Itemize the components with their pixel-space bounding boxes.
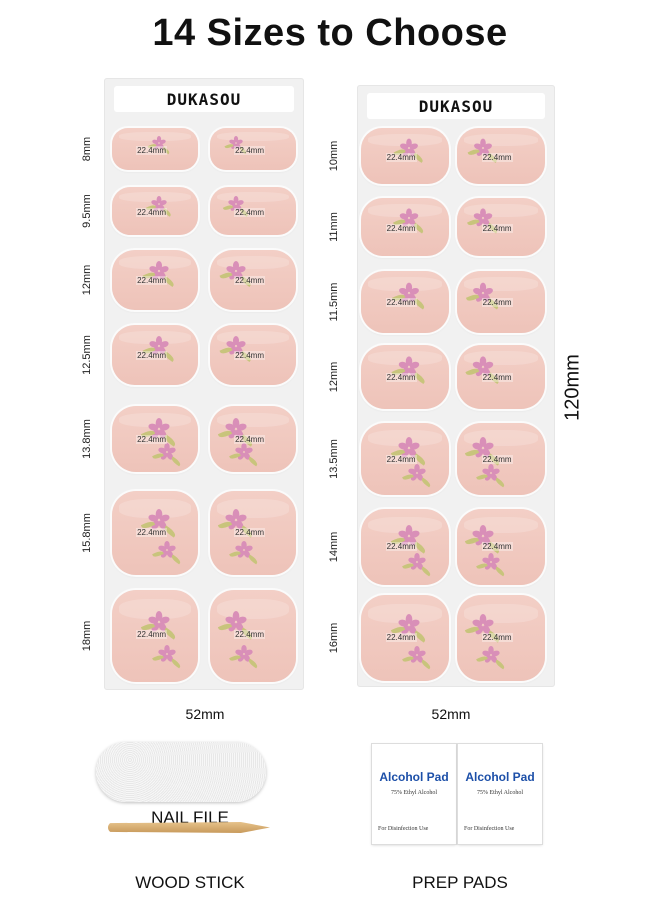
- nail-width-label: 22.4mm: [234, 351, 265, 361]
- nail-sheet-left: DUKASOU 8mm 22.4mm 22.4mm 9.5mm 22.4mm 22.4mm…: [81, 78, 304, 690]
- press-on-nail: 22.4mm: [210, 406, 296, 472]
- nail-width-label: 22.4mm: [234, 146, 265, 156]
- press-on-nail: 22.4mm: [112, 325, 198, 385]
- nail-width-label: 22.4mm: [136, 276, 167, 286]
- size-label: 11.5mm: [328, 282, 340, 322]
- nail-file-image: [96, 742, 266, 802]
- press-on-nail: 22.4mm: [361, 595, 449, 681]
- nail-sheet-right: DUKASOU 10mm 22.4mm 22.4mm 11mm 22.4mm 22.4mm…: [328, 85, 555, 687]
- press-on-nail: 22.4mm: [361, 345, 449, 409]
- nail-width-label: 22.4mm: [385, 542, 417, 552]
- size-label: 14mm: [328, 531, 340, 563]
- nail-width-label: 22.4mm: [234, 527, 265, 537]
- prep-pads-label: PREP PADS: [412, 873, 508, 892]
- pad-title: Alcohol Pad: [379, 770, 449, 784]
- nail-width-label: 22.4mm: [234, 435, 265, 445]
- nail-width-label: 22.4mm: [481, 373, 513, 383]
- size-label: 12.5mm: [81, 335, 93, 375]
- nail-width-label: 22.4mm: [136, 208, 167, 218]
- pad-title: Alcohol Pad: [465, 770, 535, 784]
- nail-width-label: 22.4mm: [385, 632, 417, 642]
- press-on-nail: 22.4mm: [457, 509, 545, 585]
- size-label: 18mm: [81, 620, 93, 652]
- pad-subtitle: 75% Ethyl Alcohol: [391, 790, 437, 796]
- nail-width-label: 22.4mm: [136, 527, 167, 537]
- press-on-nail: 22.4mm: [210, 128, 296, 170]
- press-on-nail: 22.4mm: [457, 345, 545, 409]
- brand-label: DUKASOU: [367, 93, 545, 119]
- alcohol-pad-2: Alcohol Pad 75% Ethyl Alcohol For Disinf…: [458, 744, 542, 844]
- nail-width-label: 22.4mm: [385, 298, 417, 308]
- alcohol-pad-1: Alcohol Pad 75% Ethyl Alcohol For Disinf…: [372, 744, 456, 844]
- nail-width-label: 22.4mm: [385, 152, 417, 162]
- pad-footer: For Disinfection Use: [464, 826, 515, 832]
- press-on-nail: 22.4mm: [112, 187, 198, 235]
- nail-width-label: 22.4mm: [481, 632, 513, 642]
- nail-width-label: 22.4mm: [136, 146, 167, 156]
- nail-file-label: NAIL FILE: [151, 808, 229, 827]
- press-on-nail: 22.4mm: [457, 595, 545, 681]
- nail-width-label: 22.4mm: [481, 223, 513, 233]
- press-on-nail: 22.4mm: [112, 250, 198, 310]
- press-on-nail: 22.4mm: [112, 406, 198, 472]
- press-on-nail: 22.4mm: [361, 509, 449, 585]
- nail-width-label: 22.4mm: [385, 454, 417, 464]
- size-label: 15.8mm: [81, 513, 93, 553]
- press-on-nail: 22.4mm: [112, 491, 198, 575]
- press-on-nail: 22.4mm: [210, 250, 296, 310]
- press-on-nail: 22.4mm: [361, 271, 449, 333]
- size-label: 11mm: [328, 212, 340, 242]
- nail-width-label: 22.4mm: [481, 298, 513, 308]
- height-label: 120mm: [561, 354, 584, 421]
- press-on-nail: 22.4mm: [361, 423, 449, 495]
- wood-stick-label: WOOD STICK: [135, 873, 245, 892]
- nail-width-label: 22.4mm: [481, 542, 513, 552]
- press-on-nail: 22.4mm: [210, 325, 296, 385]
- nail-width-label: 22.4mm: [234, 208, 265, 218]
- nail-width-label: 22.4mm: [385, 223, 417, 233]
- brand-label: DUKASOU: [114, 86, 294, 112]
- nail-width-label: 22.4mm: [385, 373, 417, 383]
- nail-width-label: 22.4mm: [136, 351, 167, 361]
- nail-width-label: 22.4mm: [234, 630, 265, 640]
- press-on-nail: 22.4mm: [457, 423, 545, 495]
- size-label: 9.5mm: [81, 194, 93, 228]
- nail-width-label: 22.4mm: [136, 435, 167, 445]
- press-on-nail: 22.4mm: [210, 590, 296, 682]
- press-on-nail: 22.4mm: [361, 128, 449, 184]
- wood-stick-image: [108, 822, 270, 833]
- press-on-nail: 22.4mm: [361, 198, 449, 256]
- nail-width-label: 22.4mm: [136, 630, 167, 640]
- page-title: 14 Sizes to Choose: [152, 12, 508, 54]
- size-label: 13.5mm: [328, 439, 340, 479]
- size-label: 8mm: [81, 136, 93, 162]
- size-label: 13.8mm: [81, 419, 93, 459]
- width-label-right: 52mm: [431, 706, 471, 722]
- press-on-nail: 22.4mm: [457, 198, 545, 256]
- press-on-nail: 22.4mm: [112, 128, 198, 170]
- press-on-nail: 22.4mm: [210, 491, 296, 575]
- size-label: 10mm: [328, 140, 340, 172]
- nail-width-label: 22.4mm: [234, 276, 265, 286]
- press-on-nail: 22.4mm: [112, 590, 198, 682]
- nail-width-label: 22.4mm: [481, 454, 513, 464]
- size-label: 16mm: [328, 622, 340, 654]
- press-on-nail: 22.4mm: [457, 128, 545, 184]
- width-label-left: 52mm: [185, 706, 225, 722]
- nail-width-label: 22.4mm: [481, 152, 513, 162]
- press-on-nail: 22.4mm: [457, 271, 545, 333]
- size-label: 12mm: [328, 361, 340, 393]
- press-on-nail: 22.4mm: [210, 187, 296, 235]
- size-label: 12mm: [81, 264, 93, 296]
- pad-subtitle: 75% Ethyl Alcohol: [477, 790, 523, 796]
- pad-footer: For Disinfection Use: [378, 826, 429, 832]
